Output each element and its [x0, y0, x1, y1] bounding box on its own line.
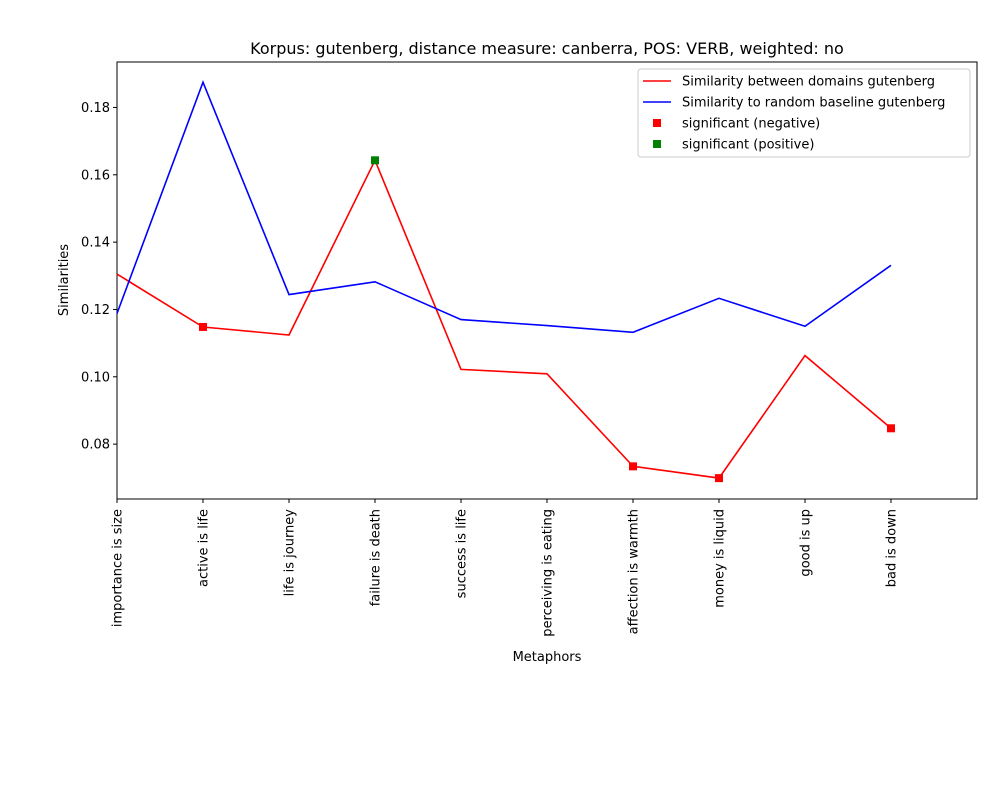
significance-markers	[199, 156, 895, 483]
legend-label: significant (negative)	[682, 117, 820, 132]
series-line	[116, 79, 892, 334]
data-point	[546, 372, 549, 375]
legend-swatch	[653, 140, 661, 148]
y-tick-label: 0.08	[81, 438, 110, 453]
y-tick-label: 0.14	[81, 236, 110, 251]
data-point	[116, 273, 119, 276]
data-point	[804, 325, 807, 328]
x-tick-label: importance is size	[111, 509, 126, 627]
legend-label: significant (positive)	[682, 138, 814, 153]
significance-marker	[715, 474, 723, 483]
data-point	[804, 354, 807, 357]
x-tick-label: good is up	[799, 509, 814, 577]
y-tick-label: 0.12	[81, 303, 110, 318]
x-tick-label: affection is warmth	[627, 509, 642, 634]
legend-box	[637, 68, 971, 158]
significance-marker	[629, 462, 637, 471]
data-point	[460, 368, 463, 371]
y-tick-label: 0.16	[81, 168, 110, 183]
y-tick-label: 0.18	[81, 101, 110, 116]
x-tick-label: bad is down	[885, 509, 900, 587]
data-point	[718, 297, 721, 300]
significance-marker	[199, 322, 207, 331]
data-point	[116, 312, 119, 315]
y-tick-label: 0.10	[81, 370, 110, 385]
data-point	[374, 280, 377, 283]
x-tick-label: perceiving is eating	[541, 509, 556, 637]
significance-marker	[371, 156, 379, 165]
x-tick-label: success is life	[455, 509, 470, 598]
significance-marker	[887, 424, 895, 433]
legend-swatch	[653, 119, 661, 127]
x-tick-label: failure is death	[369, 509, 384, 606]
data-point	[546, 324, 549, 327]
data-point	[632, 331, 635, 334]
axis-ticks: 0.08 0.10 0.12 0.14 0.16 0.18 importance is si…	[81, 101, 899, 637]
data-point	[202, 81, 205, 84]
series-line	[116, 158, 892, 479]
data-point	[460, 318, 463, 321]
x-axis-label: Metaphors	[513, 650, 582, 665]
legend-label: Similarity to random baseline gutenberg	[682, 96, 945, 111]
x-tick-label: money is liquid	[713, 509, 728, 608]
data-point	[890, 264, 893, 267]
series-lines	[116, 79, 893, 479]
chart-title: Korpus: gutenberg, distance measure: can…	[250, 39, 844, 58]
legend-label: Similarity between domains gutenberg	[682, 75, 935, 90]
x-tick-label: life is journey	[283, 509, 298, 597]
data-point	[288, 334, 291, 337]
x-tick-label: active is life	[197, 509, 212, 587]
data-point	[288, 293, 291, 296]
y-axis-label: Similarities	[57, 244, 72, 316]
legend: Similarity between domains gutenberg Simi…	[637, 68, 971, 158]
